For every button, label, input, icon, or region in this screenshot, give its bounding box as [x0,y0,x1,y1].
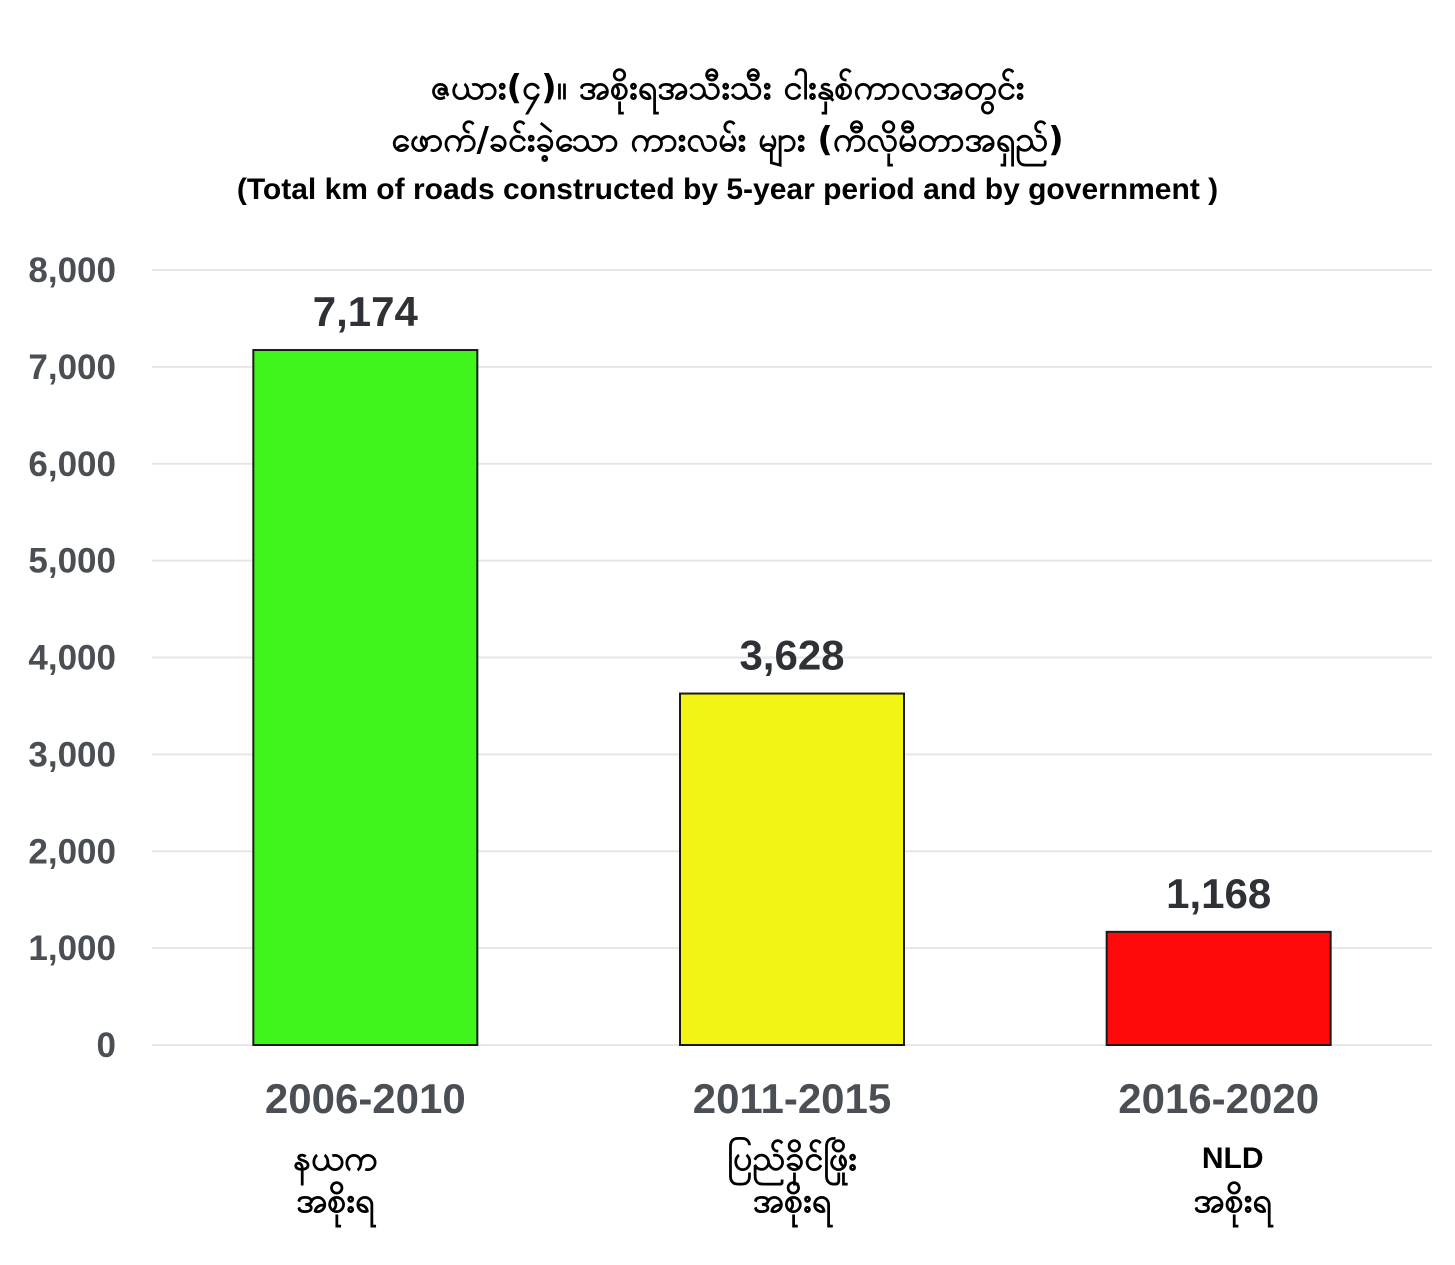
bar [679,692,905,1046]
bar [252,349,479,1046]
data-label: 3,628 [739,632,844,679]
y-tick-label: 2,000 [28,832,116,871]
y-tick-label: 5,000 [28,542,116,581]
government-label-line: ပြည်ခိုင်ဖြိုး [727,1139,857,1179]
data-label: 7,174 [313,288,419,335]
y-tick-label: 1,000 [28,929,116,968]
government-label-line: အစိုးရ [1193,1181,1272,1221]
y-tick-label: 4,000 [28,639,116,678]
x-tick-label: 2011-2015 [693,1075,892,1122]
government-label: ပြည်ခိုင်ဖြိုး အစိုးရ [642,1138,942,1222]
y-tick-label: 3,000 [28,735,116,774]
y-tick-label: 8,000 [28,251,116,290]
y-tick-label: 6,000 [28,445,116,484]
y-tick-label: 7,000 [28,348,116,387]
chart-title-burmese-line-1: ဇယား(၄)။ အစိုးရအသီးသီး ငါးနှစ်ကာလအတွင်း [430,68,1025,108]
government-label: နယက အစိုးရ [185,1138,485,1222]
chart-title-burmese-line-2: ဖောက်/ခင်းခဲ့သော ကားလမ်း များ (ကီလိုမီတာ… [391,120,1064,160]
government-label-line: NLD [1201,1142,1264,1175]
x-tick-label: 2006-2010 [265,1075,466,1122]
x-tick-label: 2016-2020 [1118,1075,1319,1122]
government-label: NLD အစိုးရ [1083,1138,1383,1222]
government-label-line: အစိုးရ [752,1181,832,1221]
government-label-line: အစိုးရ [296,1181,375,1221]
bar [1105,930,1332,1046]
y-tick-label: 0 [97,1026,116,1065]
government-label-line: နယက [293,1139,378,1179]
chart-title-english: (Total km of roads constructed by 5-year… [236,173,1219,206]
data-label: 1,168 [1166,870,1271,917]
